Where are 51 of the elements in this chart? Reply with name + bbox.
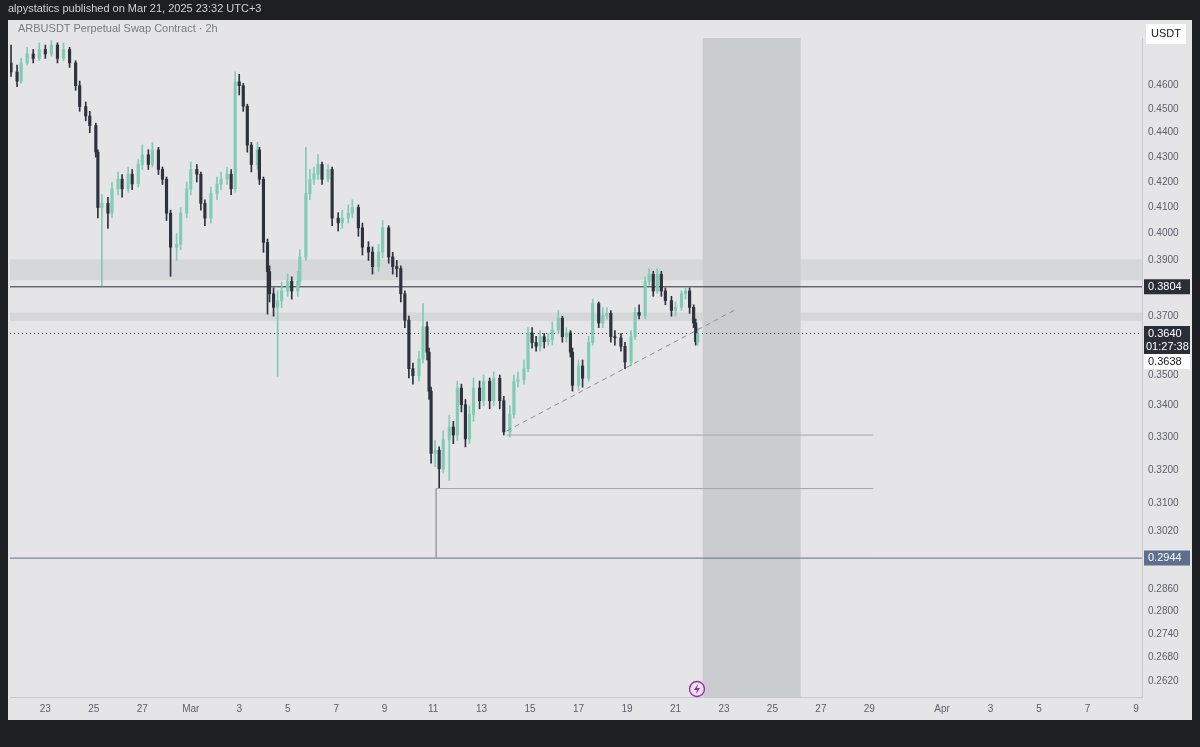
x-tick-label: 3 [236, 702, 243, 714]
y-tick-label: 0.4600 [1148, 79, 1180, 91]
y-tick-label: 0.3500 [1148, 368, 1180, 380]
y-tick-label: 0.3700 [1148, 309, 1180, 321]
y-tick-label: 0.4500 [1148, 102, 1180, 114]
x-tick-label: Apr [934, 702, 951, 714]
y-tick-label: 0.3300 [1148, 431, 1180, 443]
x-tick-label: 21 [669, 702, 682, 714]
y-tick-label: 0.4400 [1148, 126, 1180, 138]
x-tick-label: 29 [863, 702, 876, 714]
y-tick-label: 0.2800 [1148, 604, 1180, 616]
x-tick-label: 19 [621, 702, 633, 714]
text: 01:27:38 [1146, 339, 1189, 352]
x-tick-label: 3 [987, 702, 994, 714]
chart-title: ARBUSDT Perpetual Swap Contract · 2h [18, 22, 218, 35]
y-tick-label: 0.4200 [1148, 175, 1180, 187]
x-tick-label: 7 [333, 702, 340, 714]
x-tick-label: 9 [381, 702, 388, 714]
y-tick-label: 0.4300 [1148, 150, 1180, 162]
x-tick-label: 5 [284, 702, 291, 714]
text: alpystatics published on Mar 21, 2025 23:32 UTC+3 [8, 2, 262, 14]
x-tick-label: 27 [815, 702, 827, 714]
x-tick-label: 23 [39, 702, 52, 714]
text: 0.3638 [1148, 354, 1182, 367]
y-axis-title: USDT [1151, 27, 1182, 40]
ref-line-label: 0.2944 [1148, 551, 1182, 564]
x-tick-label: 11 [427, 702, 439, 714]
x-tick-label: 7 [1084, 702, 1091, 714]
y-tick-label: 0.2680 [1148, 651, 1180, 663]
x-tick-label: 5 [1036, 702, 1043, 714]
x-tick-label: Mar [182, 702, 201, 714]
y-tick-label: 0.2620 [1148, 675, 1180, 687]
y-tick-label: 0.3200 [1148, 463, 1180, 475]
y-tick-label: 0.3020 [1148, 524, 1180, 536]
ref-line-label: 0.3640 [1148, 326, 1182, 339]
y-tick-label: 0.3100 [1148, 497, 1180, 509]
y-tick-label: 0.2860 [1148, 582, 1180, 594]
x-tick-label: 25 [88, 702, 100, 714]
x-tick-label: 13 [476, 702, 488, 714]
x-tick-label: 9 [1133, 702, 1140, 714]
x-tick-label: 25 [766, 702, 779, 714]
y-tick-label: 0.4100 [1148, 201, 1180, 213]
y-tick-label: 0.2740 [1148, 627, 1180, 639]
y-tick-label: 0.3900 [1148, 254, 1180, 266]
y-tick-label: 0.4000 [1148, 227, 1180, 239]
ref-line-label: 0.3804 [1148, 279, 1182, 292]
x-tick-label: 17 [572, 702, 585, 714]
x-tick-label: 23 [718, 702, 730, 714]
x-tick-label: 15 [524, 702, 537, 714]
x-tick-label: 27 [136, 702, 149, 714]
y-tick-label: 0.3400 [1148, 399, 1180, 411]
